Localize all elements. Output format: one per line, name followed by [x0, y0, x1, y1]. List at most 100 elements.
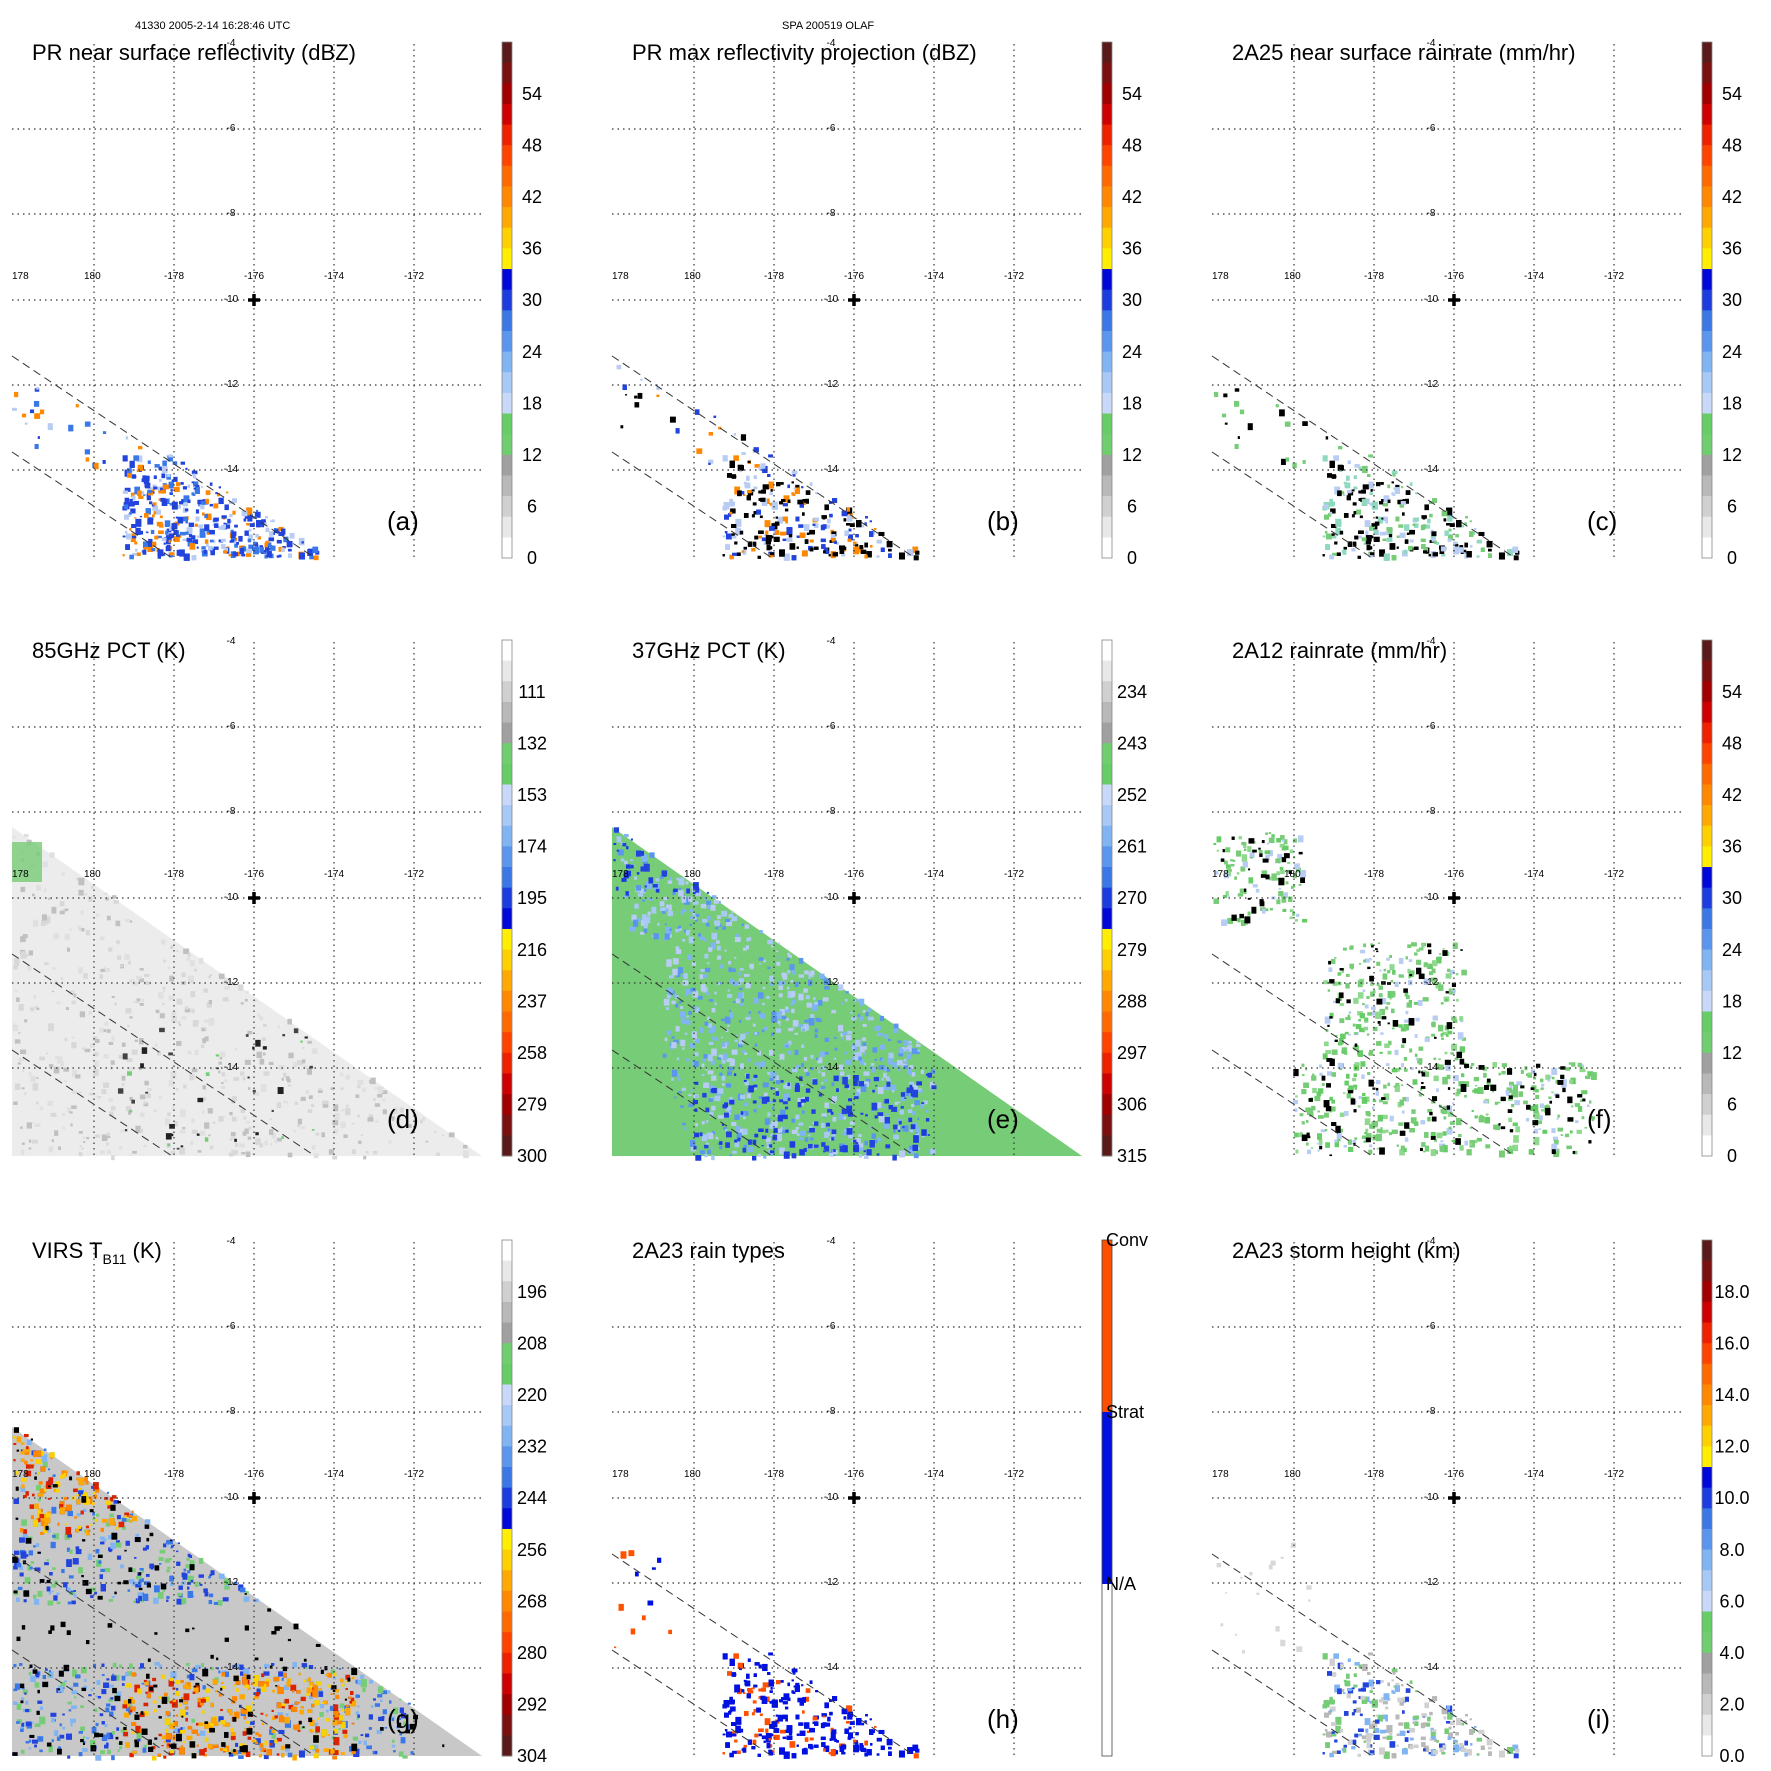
pct-pixel: [655, 878, 660, 882]
pct-pixel: [725, 1131, 732, 1138]
reflectivity-pixel: [282, 546, 286, 549]
rainrate-pixel: [1371, 1006, 1376, 1011]
pct-pixel: [780, 1109, 786, 1117]
rainrate-pixel: [1271, 834, 1275, 838]
reflectivity-pixel: [865, 516, 868, 519]
pct-pixel: [64, 1037, 68, 1042]
pct-pixel: [169, 975, 175, 982]
colorbar-segment: [1702, 784, 1712, 806]
rainrate-pixel: [1488, 553, 1492, 558]
reflectivity-pixel: [760, 463, 766, 469]
pct-pixel: [694, 1060, 699, 1068]
reflectivity-pixel: [185, 467, 188, 471]
pct-pixel: [706, 900, 711, 905]
rainrate-pixel: [1444, 998, 1448, 1002]
rainrate-pixel: [1436, 956, 1442, 964]
rainrate-pixel: [1418, 1046, 1424, 1051]
pct-pixel: [871, 1109, 874, 1113]
colorbar-segment: [1702, 392, 1712, 415]
rainrate-pixel: [1372, 1026, 1378, 1032]
pct-pixel: [791, 1008, 795, 1014]
rainrate-pixel: [1553, 1149, 1560, 1154]
rainrate-pixel: [1289, 909, 1294, 913]
reflectivity-pixel: [779, 549, 785, 557]
pct-pixel: [229, 1111, 233, 1116]
colorbar-segment: [1102, 516, 1112, 538]
reflectivity-pixel: [173, 530, 178, 535]
contour-pixel: [1498, 1123, 1501, 1126]
pct-pixel: [847, 1030, 853, 1035]
colorbar-segment: [1702, 351, 1712, 373]
pct-pixel: [830, 1111, 834, 1115]
reflectivity-pixel: [130, 536, 136, 543]
colorbar-segment: [1702, 763, 1712, 785]
reflectivity-pixel: [713, 415, 717, 418]
reflectivity-pixel: [131, 474, 136, 479]
reflectivity-pixel: [165, 498, 170, 504]
pct-pixel: [858, 1154, 863, 1158]
pct-pixel: [322, 1101, 329, 1108]
reflectivity-pixel: [809, 482, 813, 486]
plus-icon: [1448, 294, 1460, 306]
pct-pixel: [727, 1071, 732, 1076]
contour-pixel: [1520, 1085, 1525, 1089]
rainrate-pixel: [1347, 490, 1352, 494]
rainrate-pixel: [1533, 1137, 1540, 1146]
pct-pixel: [180, 1145, 184, 1148]
reflectivity-pixel: [75, 404, 79, 408]
lon-label--176: -176: [1444, 271, 1464, 282]
pct-pixel: [805, 1088, 811, 1093]
pct-pixel: [145, 1091, 149, 1094]
pct-pixel: [259, 1058, 265, 1065]
rainrate-pixel: [1362, 484, 1369, 490]
lat-label--14: -14: [1424, 464, 1439, 475]
rainrate-pixel: [1415, 1017, 1420, 1022]
pct-pixel: [845, 991, 849, 994]
pct-pixel: [840, 1033, 844, 1037]
reflectivity-pixel: [239, 548, 245, 554]
pct-pixel: [33, 994, 37, 999]
pct-pixel: [769, 1124, 775, 1129]
contour-pixel: [1300, 877, 1305, 884]
reflectivity-pixel: [637, 392, 643, 399]
colorbar-segment: [1702, 640, 1712, 662]
pct-pixel: [776, 950, 779, 953]
colorbar-segment: [502, 475, 512, 497]
pct-pixel: [26, 1122, 33, 1129]
reflectivity-pixel: [265, 516, 268, 519]
pct-pixel: [739, 1002, 744, 1006]
reflectivity-pixel: [694, 409, 700, 415]
pct-pixel: [791, 999, 797, 1005]
colorbar-segment: [1702, 124, 1712, 146]
pct-pixel: [775, 1091, 779, 1096]
rainrate-pixel: [1461, 969, 1467, 976]
reflectivity-pixel: [176, 505, 181, 509]
contour-pixel: [1328, 960, 1332, 965]
rainrate-pixel: [1301, 1074, 1305, 1076]
rainrate-pixel: [1552, 1136, 1558, 1141]
reflectivity-pixel: [232, 510, 236, 515]
reflectivity-pixel: [137, 464, 143, 471]
reflectivity-pixel: [795, 484, 800, 488]
rainrate-pixel: [1440, 1033, 1444, 1037]
pct-pixel: [296, 1059, 303, 1066]
pct-pixel: [852, 1102, 855, 1105]
pct-pixel: [904, 1097, 907, 1099]
reflectivity-pixel: [147, 460, 151, 464]
pct-pixel: [650, 898, 653, 902]
pct-pixel: [626, 846, 629, 850]
contour-pixel: [1336, 998, 1341, 1001]
reflectivity-pixel: [747, 490, 752, 494]
contour-pixel: [1399, 1130, 1406, 1136]
pct-pixel: [372, 1150, 378, 1155]
rainrate-pixel: [1358, 1019, 1361, 1022]
pct-pixel: [682, 908, 687, 912]
colorbar-tick: 12: [1722, 445, 1742, 465]
reflectivity-pixel: [191, 555, 197, 561]
reflectivity-pixel: [126, 468, 132, 475]
colorbar-tick: 18: [522, 393, 542, 413]
contour-pixel: [1418, 1070, 1421, 1074]
rainrate-pixel: [1412, 1079, 1418, 1085]
rainrate-pixel: [1444, 530, 1449, 536]
pct-pixel: [744, 1080, 749, 1086]
